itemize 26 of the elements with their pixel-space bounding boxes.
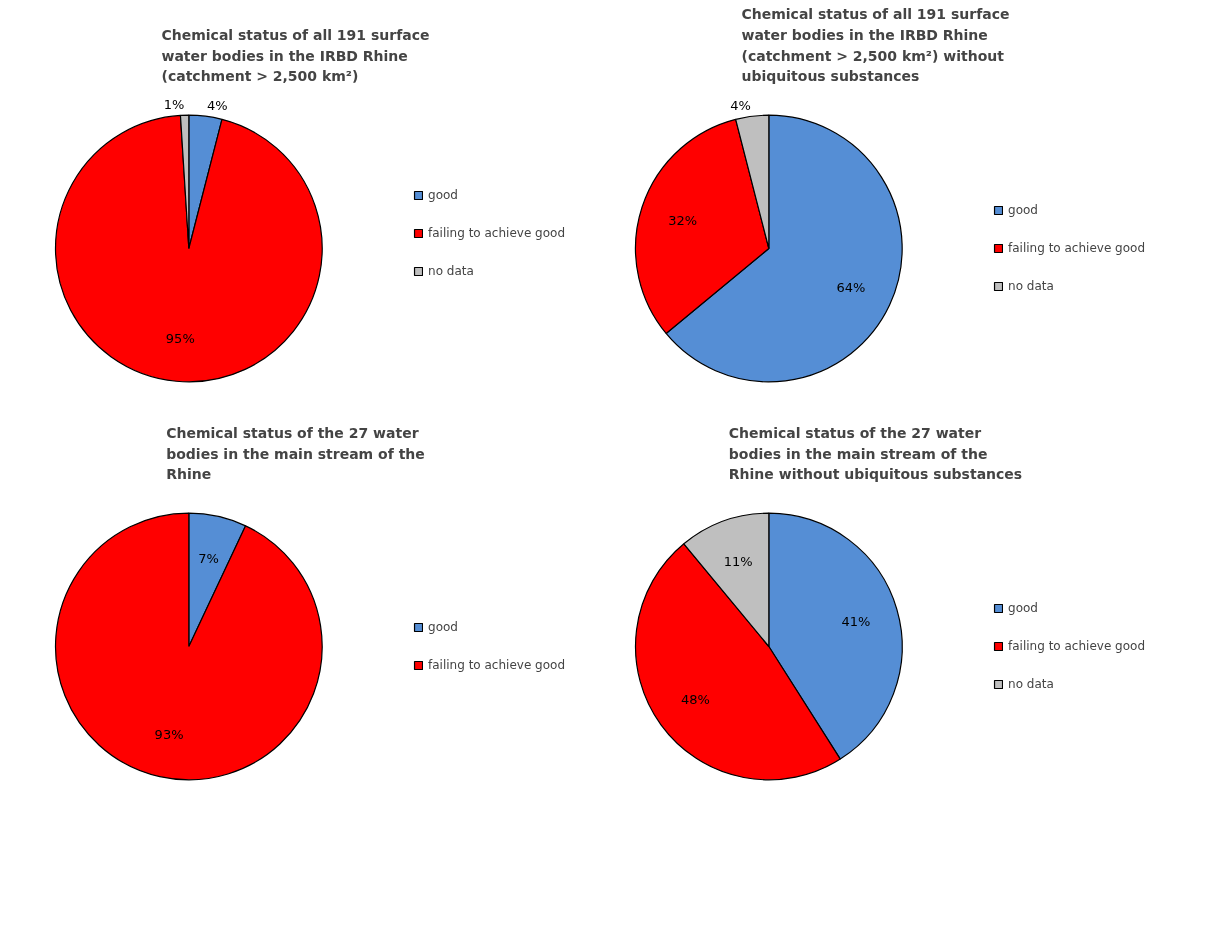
data-label: 4% [206,98,228,114]
data-label: 64% [836,279,866,295]
legend-label: no data [428,263,474,278]
legend-label: good [428,187,458,202]
data-label: 4% [730,98,751,114]
legend-label: failing to achieve good [428,658,565,672]
data-label: 7% [198,550,219,566]
legend-label: no data [1008,279,1054,293]
data-label: 32% [668,212,698,228]
data-label: 93% [154,727,184,743]
data-label: 48% [681,692,710,708]
data-label: 95% [165,331,195,347]
chart-title: Chemical status of the 27 water bodies in the main stream of the Rhine without ubiquitous substances [728,424,1023,483]
chart-title: Chemical status of all 191 surface water bodies in the IRBD Rhine (catchment > 2,500 km²) [161,26,430,85]
legend-label: no data [1008,677,1054,691]
legend-label: good [428,620,458,634]
data-label: 11% [723,553,753,569]
data-label: 41% [841,613,871,629]
legend-label: failing to achieve good [1008,241,1145,255]
legend-label: failing to achieve good [1008,639,1145,653]
data-label: 1% [163,97,185,113]
legend-label: good [1008,203,1038,217]
chart-title: Chemical status of the 27 water bodies in the main stream of the Rhine [166,424,425,483]
chart-title: Chemical status of all 191 surface water bodies in the IRBD Rhine (catchment > 2,500 km²) without ubiquitous substances [741,6,1010,85]
legend-label: good [1008,601,1038,615]
legend-label: failing to achieve good [428,225,565,240]
